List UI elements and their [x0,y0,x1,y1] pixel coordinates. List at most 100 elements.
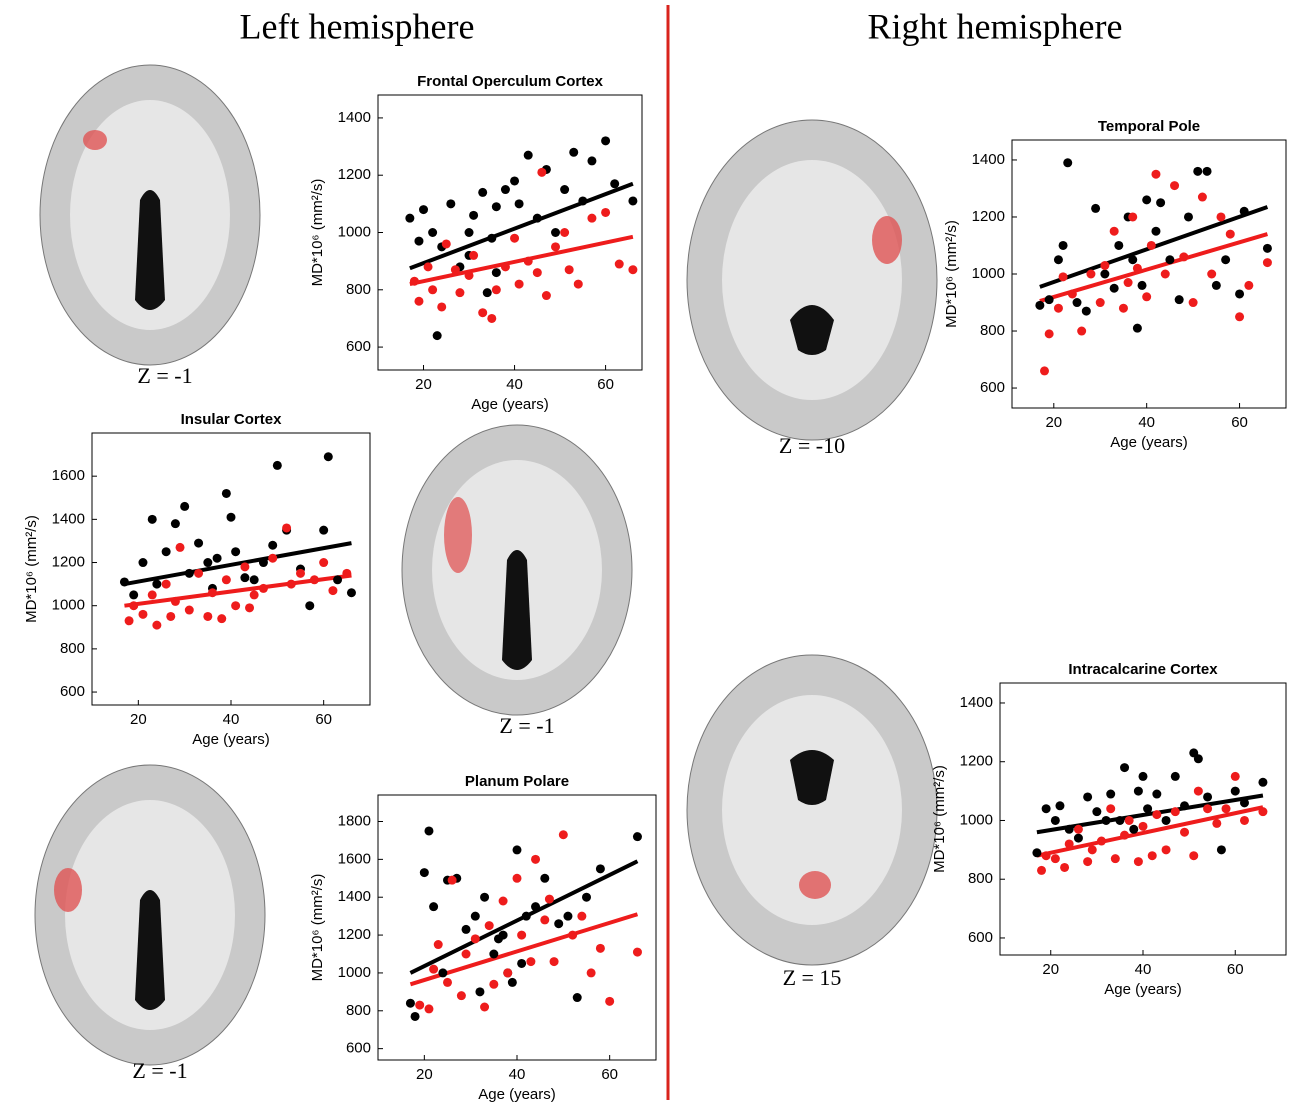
point [1221,255,1230,264]
point [478,188,487,197]
point [1128,255,1137,264]
point [1124,278,1133,287]
point [471,912,480,921]
point [1170,181,1179,190]
plot-box [378,795,656,1060]
point [489,980,498,989]
point [1156,198,1165,207]
point [259,584,268,593]
y-tick-label: 1400 [338,888,371,905]
y-tick-label: 1400 [338,109,371,126]
point [522,912,531,921]
point [573,993,582,1002]
point [510,234,519,243]
point [129,601,138,610]
point [227,513,236,522]
point [428,285,437,294]
y-tick-label: 600 [346,1040,371,1057]
point [1231,787,1240,796]
point [194,539,203,548]
y-tick-label: 800 [346,281,371,298]
x-tick-label: 60 [1227,961,1244,978]
point [577,912,586,921]
slice-label: Z = -1 [132,1058,187,1083]
point [1244,281,1253,290]
point [176,543,185,552]
chart-title: Planum Polare [465,773,569,790]
point [1074,834,1083,843]
point [1235,312,1244,321]
point [492,285,501,294]
point [319,526,328,535]
point [1142,195,1151,204]
slice-label: Z = -1 [499,713,554,738]
point [424,262,433,271]
point [424,1004,433,1013]
point [1134,787,1143,796]
chart-title: Insular Cortex [181,411,283,428]
x-tick-label: 60 [315,711,332,728]
point [405,214,414,223]
y-axis-label: MD*10⁶ (mm²/s) [309,874,326,982]
point [1110,227,1119,236]
x-tick-label: 40 [509,1066,526,1083]
point [550,957,559,966]
point [485,921,494,930]
point [1184,212,1193,221]
point [1180,801,1189,810]
point [515,199,524,208]
x-axis-label: Age (years) [1104,981,1182,998]
point [563,912,572,921]
point [1152,810,1161,819]
point [540,874,549,883]
point [324,452,333,461]
point [633,832,642,841]
y-tick-label: 1200 [52,553,85,570]
point [148,515,157,524]
point [203,612,212,621]
point [1051,854,1060,863]
point [420,868,429,877]
point [1171,807,1180,816]
point [1203,167,1212,176]
point [1045,295,1054,304]
point [240,562,249,571]
point [296,569,305,578]
point [587,214,596,223]
point [273,461,282,470]
x-axis-label: Age (years) [478,1086,556,1103]
point [1037,866,1046,875]
point [1100,261,1109,270]
y-tick-label: 800 [968,870,993,887]
y-tick-label: 1800 [338,812,371,829]
y-tick-label: 800 [60,640,85,657]
y-tick-label: 1400 [52,510,85,527]
point [554,919,563,928]
point [1222,804,1231,813]
point [483,288,492,297]
point [171,597,180,606]
brain-slice [35,765,265,1065]
point [605,997,614,1006]
x-tick-label: 20 [130,711,147,728]
x-tick-label: 60 [1231,414,1248,431]
point [414,237,423,246]
point [1180,828,1189,837]
point [411,1012,420,1021]
y-tick-label: 1400 [960,694,993,711]
point [1119,304,1128,313]
point [1100,270,1109,279]
point [185,569,194,578]
point [250,590,259,599]
point [633,948,642,957]
point [471,934,480,943]
point [1110,284,1119,293]
point [510,176,519,185]
point [410,277,419,286]
point [601,136,610,145]
point [1194,754,1203,763]
point [1216,212,1225,221]
point [1068,289,1077,298]
y-tick-label: 1400 [972,151,1005,168]
x-tick-label: 20 [1042,961,1059,978]
